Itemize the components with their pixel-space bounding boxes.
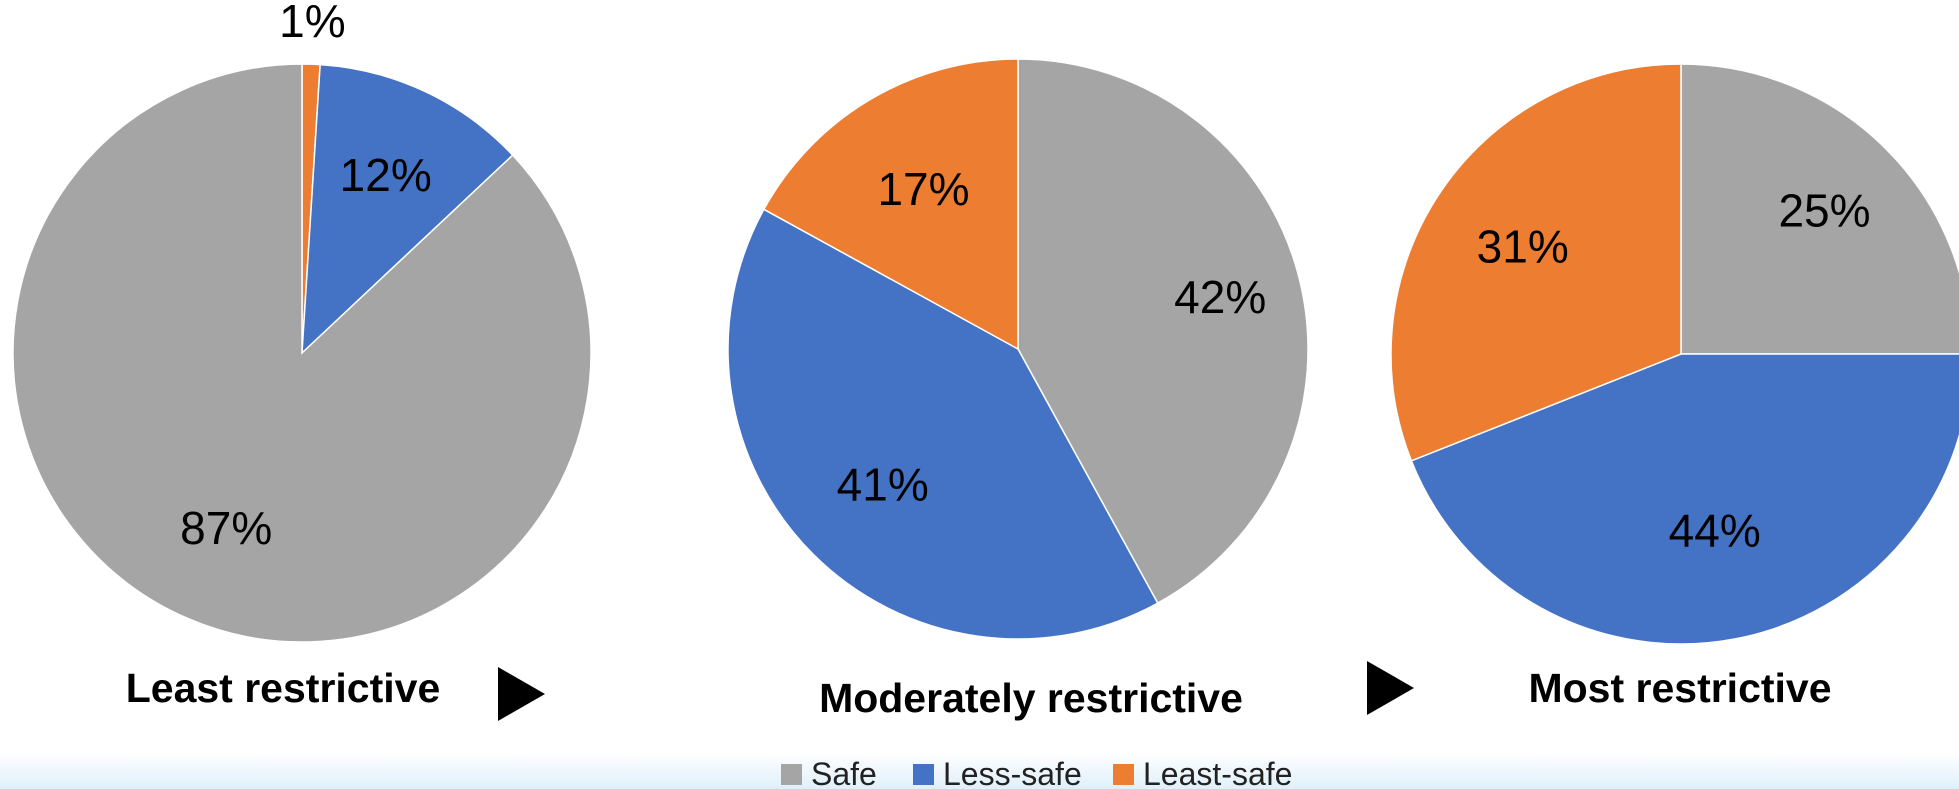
bottom-band [0,752,1959,789]
pie-slice-safe [12,63,592,643]
legend-label-less-safe: Less-safe [943,756,1082,789]
pie-slice-safe [1680,63,1959,355]
pie-slice-label-safe: 87% [180,502,272,554]
legend-label-safe: Safe [811,756,877,789]
pie-slice-label-less-safe: 44% [1669,505,1761,557]
pie-slice-less-safe [301,63,514,355]
arrow-right-icon [1367,661,1414,715]
pie-slice-less-safe [727,208,1159,640]
pie-slice-label-least-safe: 1% [279,0,345,47]
pie-slice-label-safe: 25% [1778,185,1870,237]
pie-moderately-restrictive: 42% 41% 17% [727,58,1309,640]
pie-slice-least-safe [762,58,1019,351]
legend: Safe Less-safe Least-safe [781,756,1292,789]
pie-slice-label-less-safe: 12% [340,149,432,201]
chart-title-least-restrictive: Least restrictive [126,665,441,711]
arrow-right-icon [498,667,545,721]
pie-slice-label-least-safe: 31% [1477,220,1569,272]
legend-swatch-least-safe [1113,764,1134,785]
pie-slice-label-less-safe: 41% [837,458,929,510]
pie-slice-least-safe [1390,63,1682,462]
legend-swatch-less-safe [913,764,934,785]
chart-title-most-restrictive: Most restrictive [1528,665,1831,711]
pie-most-restrictive: 25% 44% 31% [1390,63,1959,645]
pie-slice-safe [1017,58,1309,605]
pie-slice-less-safe [1410,353,1959,645]
legend-swatch-safe [781,764,802,785]
chart-title-moderately-restrictive: Moderately restrictive [819,675,1243,721]
pie-least-restrictive: 1% 12% 87% [12,0,592,643]
legend-label-least-safe: Least-safe [1143,756,1292,789]
pie-slice-label-safe: 42% [1174,271,1266,323]
pie-slice-label-least-safe: 17% [877,163,969,215]
